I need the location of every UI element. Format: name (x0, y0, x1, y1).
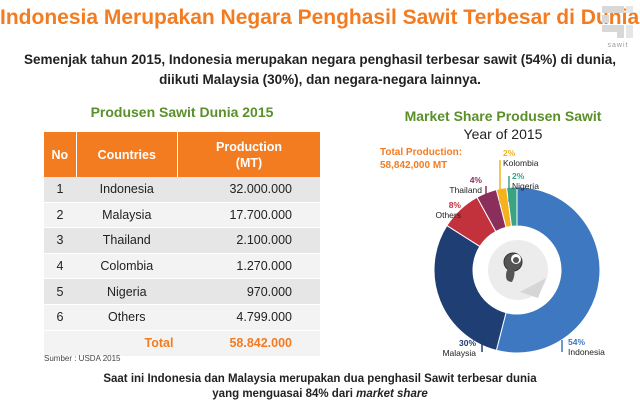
table-row: 6 Others 4.799.000 (44, 304, 320, 331)
label-kolombia: 2% Kolombia (503, 148, 538, 168)
label-nigeria-pct: 2% (512, 171, 525, 181)
row-production: 970.000 (177, 278, 320, 305)
header-production-unit: (MT) (235, 155, 263, 170)
header-no: No (44, 132, 77, 177)
footer-line-2: yang menguasai 84% dari market share (0, 387, 640, 402)
row-country: Nigeria (76, 278, 178, 305)
label-kolombia-pct: 2% (503, 148, 516, 158)
logo-wordmark: sawit (607, 42, 629, 49)
table-header-row: No Countries Production (MT) (44, 132, 320, 177)
intro-text: Semenjak tahun 2015, Indonesia merupakan… (10, 50, 630, 90)
slice-indonesia (495, 186, 601, 354)
sawit-logo-icon (602, 6, 633, 38)
label-others-pct: 8% (448, 200, 461, 210)
row-no: 3 (44, 227, 77, 254)
total-spacer (44, 330, 77, 357)
label-thailand-name: Thailand (449, 185, 482, 195)
chart-title: Market Share Produsen Sawit (404, 108, 602, 124)
intro-line-1: Semenjak tahun 2015, Indonesia merupakan… (24, 52, 616, 67)
label-indonesia-pct: 54% (568, 337, 586, 347)
row-production: 2.100.000 (177, 227, 320, 254)
footer-line-2-italic: market share (356, 388, 428, 400)
label-kolombia-name: Kolombia (503, 158, 539, 168)
footer-line-2-text: yang menguasai 84% dari (212, 388, 353, 400)
total-production-caption: Total Production: (380, 147, 463, 158)
row-production: 17.700.000 (177, 202, 320, 229)
label-nigeria-name: Nigeria (512, 181, 539, 191)
row-country: Malaysia (76, 202, 178, 229)
label-indonesia-name: Indonesia (568, 347, 605, 357)
row-production: 4.799.000 (177, 304, 320, 331)
label-others: 8% Others (425, 200, 461, 220)
label-malaysia-pct: 30% (458, 338, 476, 348)
row-no: 1 (44, 177, 77, 203)
total-value: 58.842.000 (177, 330, 320, 357)
header-production-label: Production (216, 139, 282, 154)
table-row: 4 Colombia 1.270.000 (44, 253, 320, 280)
chart-subtitle: Year of 2015 (463, 126, 543, 142)
total-production-label: Total Production: 58,842,000 MT (380, 146, 462, 172)
label-malaysia: 30% Malaysia (434, 338, 476, 358)
table-row: 2 Malaysia 17.700.000 (44, 202, 320, 229)
table-total-row: Total 58.842.000 (44, 330, 320, 357)
label-indonesia: 54% Indonesia (568, 337, 605, 357)
label-thailand-pct: 4% (469, 175, 482, 185)
header-production: Production (MT) (177, 132, 320, 177)
footer-text: Saat ini Indonesia dan Malaysia merupaka… (0, 372, 640, 402)
page-title: Indonesia Merupakan Negara Penghasil Saw… (0, 6, 640, 29)
row-country: Colombia (76, 253, 178, 280)
row-production: 1.270.000 (177, 253, 320, 280)
table-row: 5 Nigeria 970.000 (44, 278, 320, 305)
label-thailand: 4% Thailand (440, 175, 482, 195)
row-country: Thailand (76, 227, 178, 254)
table-row: 3 Thailand 2.100.000 (44, 227, 320, 254)
row-no: 4 (44, 253, 77, 280)
row-country: Indonesia (76, 177, 178, 203)
row-country: Others (76, 304, 178, 331)
row-no: 6 (44, 304, 77, 331)
label-malaysia-name: Malaysia (442, 348, 476, 358)
header-countries: Countries (76, 132, 178, 177)
slice-malaysia (433, 224, 507, 352)
row-no: 5 (44, 278, 77, 305)
source-note: Sumber : USDA 2015 (44, 354, 121, 363)
total-production-value: 58,842,000 MT (380, 160, 448, 171)
footer-line-1: Saat ini Indonesia dan Malaysia merupaka… (103, 373, 537, 385)
producers-table: No Countries Production (MT) 1 Indonesia… (44, 132, 320, 357)
intro-line-2: diikuti Malaysia (30%), dan negara-negar… (159, 72, 481, 87)
table-row: 1 Indonesia 32.000.000 (44, 177, 320, 203)
row-production: 32.000.000 (177, 177, 320, 203)
total-label: Total (76, 330, 178, 357)
row-no: 2 (44, 202, 77, 229)
label-others-name: Others (435, 210, 461, 220)
table-title: Produsen Sawit Dunia 2015 (90, 104, 274, 120)
label-nigeria: 2% Nigeria (512, 171, 539, 191)
palm-oil-drop-icon (488, 240, 548, 300)
